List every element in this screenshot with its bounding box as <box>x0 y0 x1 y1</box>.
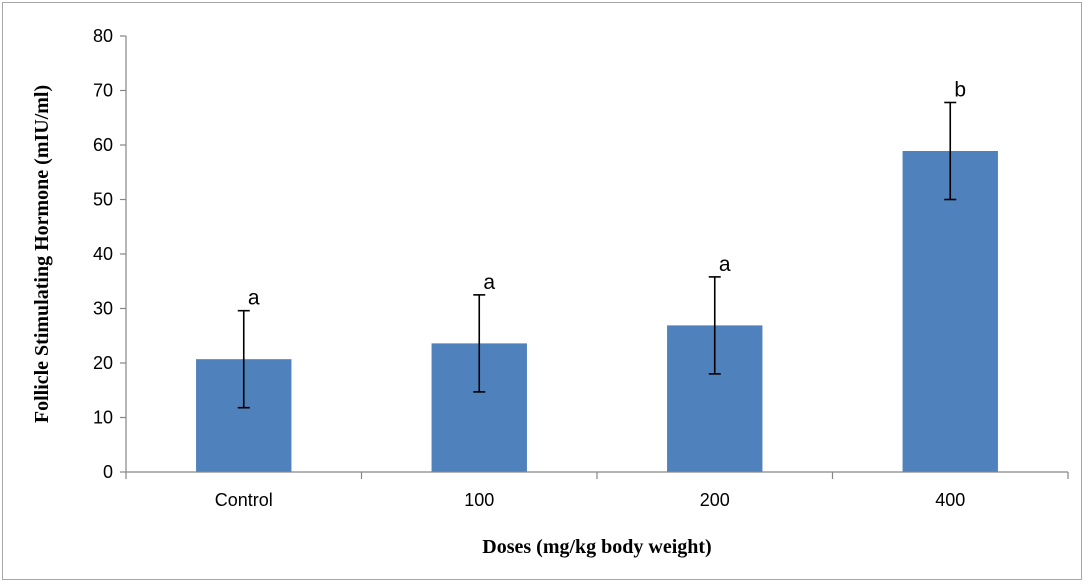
significance-labels-group: a a a b <box>248 78 966 309</box>
y-tick-label: 80 <box>93 26 113 46</box>
bars-group <box>196 151 998 472</box>
significance-label: a <box>719 253 731 276</box>
y-tick-label: 70 <box>93 81 113 101</box>
y-axis-title: Follicle Stimulating Hormone (mIU/ml) <box>31 85 53 423</box>
y-tick-label: 10 <box>93 408 113 428</box>
y-tick-label: 60 <box>93 135 113 155</box>
x-tick-label: 200 <box>700 490 730 510</box>
y-tick-label: 30 <box>93 299 113 319</box>
y-tick-label: 0 <box>103 462 113 482</box>
significance-label: a <box>483 271 495 294</box>
y-tick-label: 40 <box>93 244 113 264</box>
y-axis-ticks: 0 10 20 30 40 50 60 70 80 <box>93 26 126 482</box>
y-tick-label: 50 <box>93 190 113 210</box>
x-tick-label: 400 <box>935 490 965 510</box>
x-tick-label: 100 <box>464 490 494 510</box>
y-tick-label: 20 <box>93 353 113 373</box>
x-axis-ticks: Control 100 200 400 <box>126 472 1068 510</box>
error-bars-group <box>238 102 957 407</box>
x-tick-label: Control <box>215 490 273 510</box>
significance-label: a <box>248 287 260 310</box>
significance-label: b <box>954 78 966 101</box>
x-axis-title: Doses (mg/kg body weight) <box>482 536 711 558</box>
